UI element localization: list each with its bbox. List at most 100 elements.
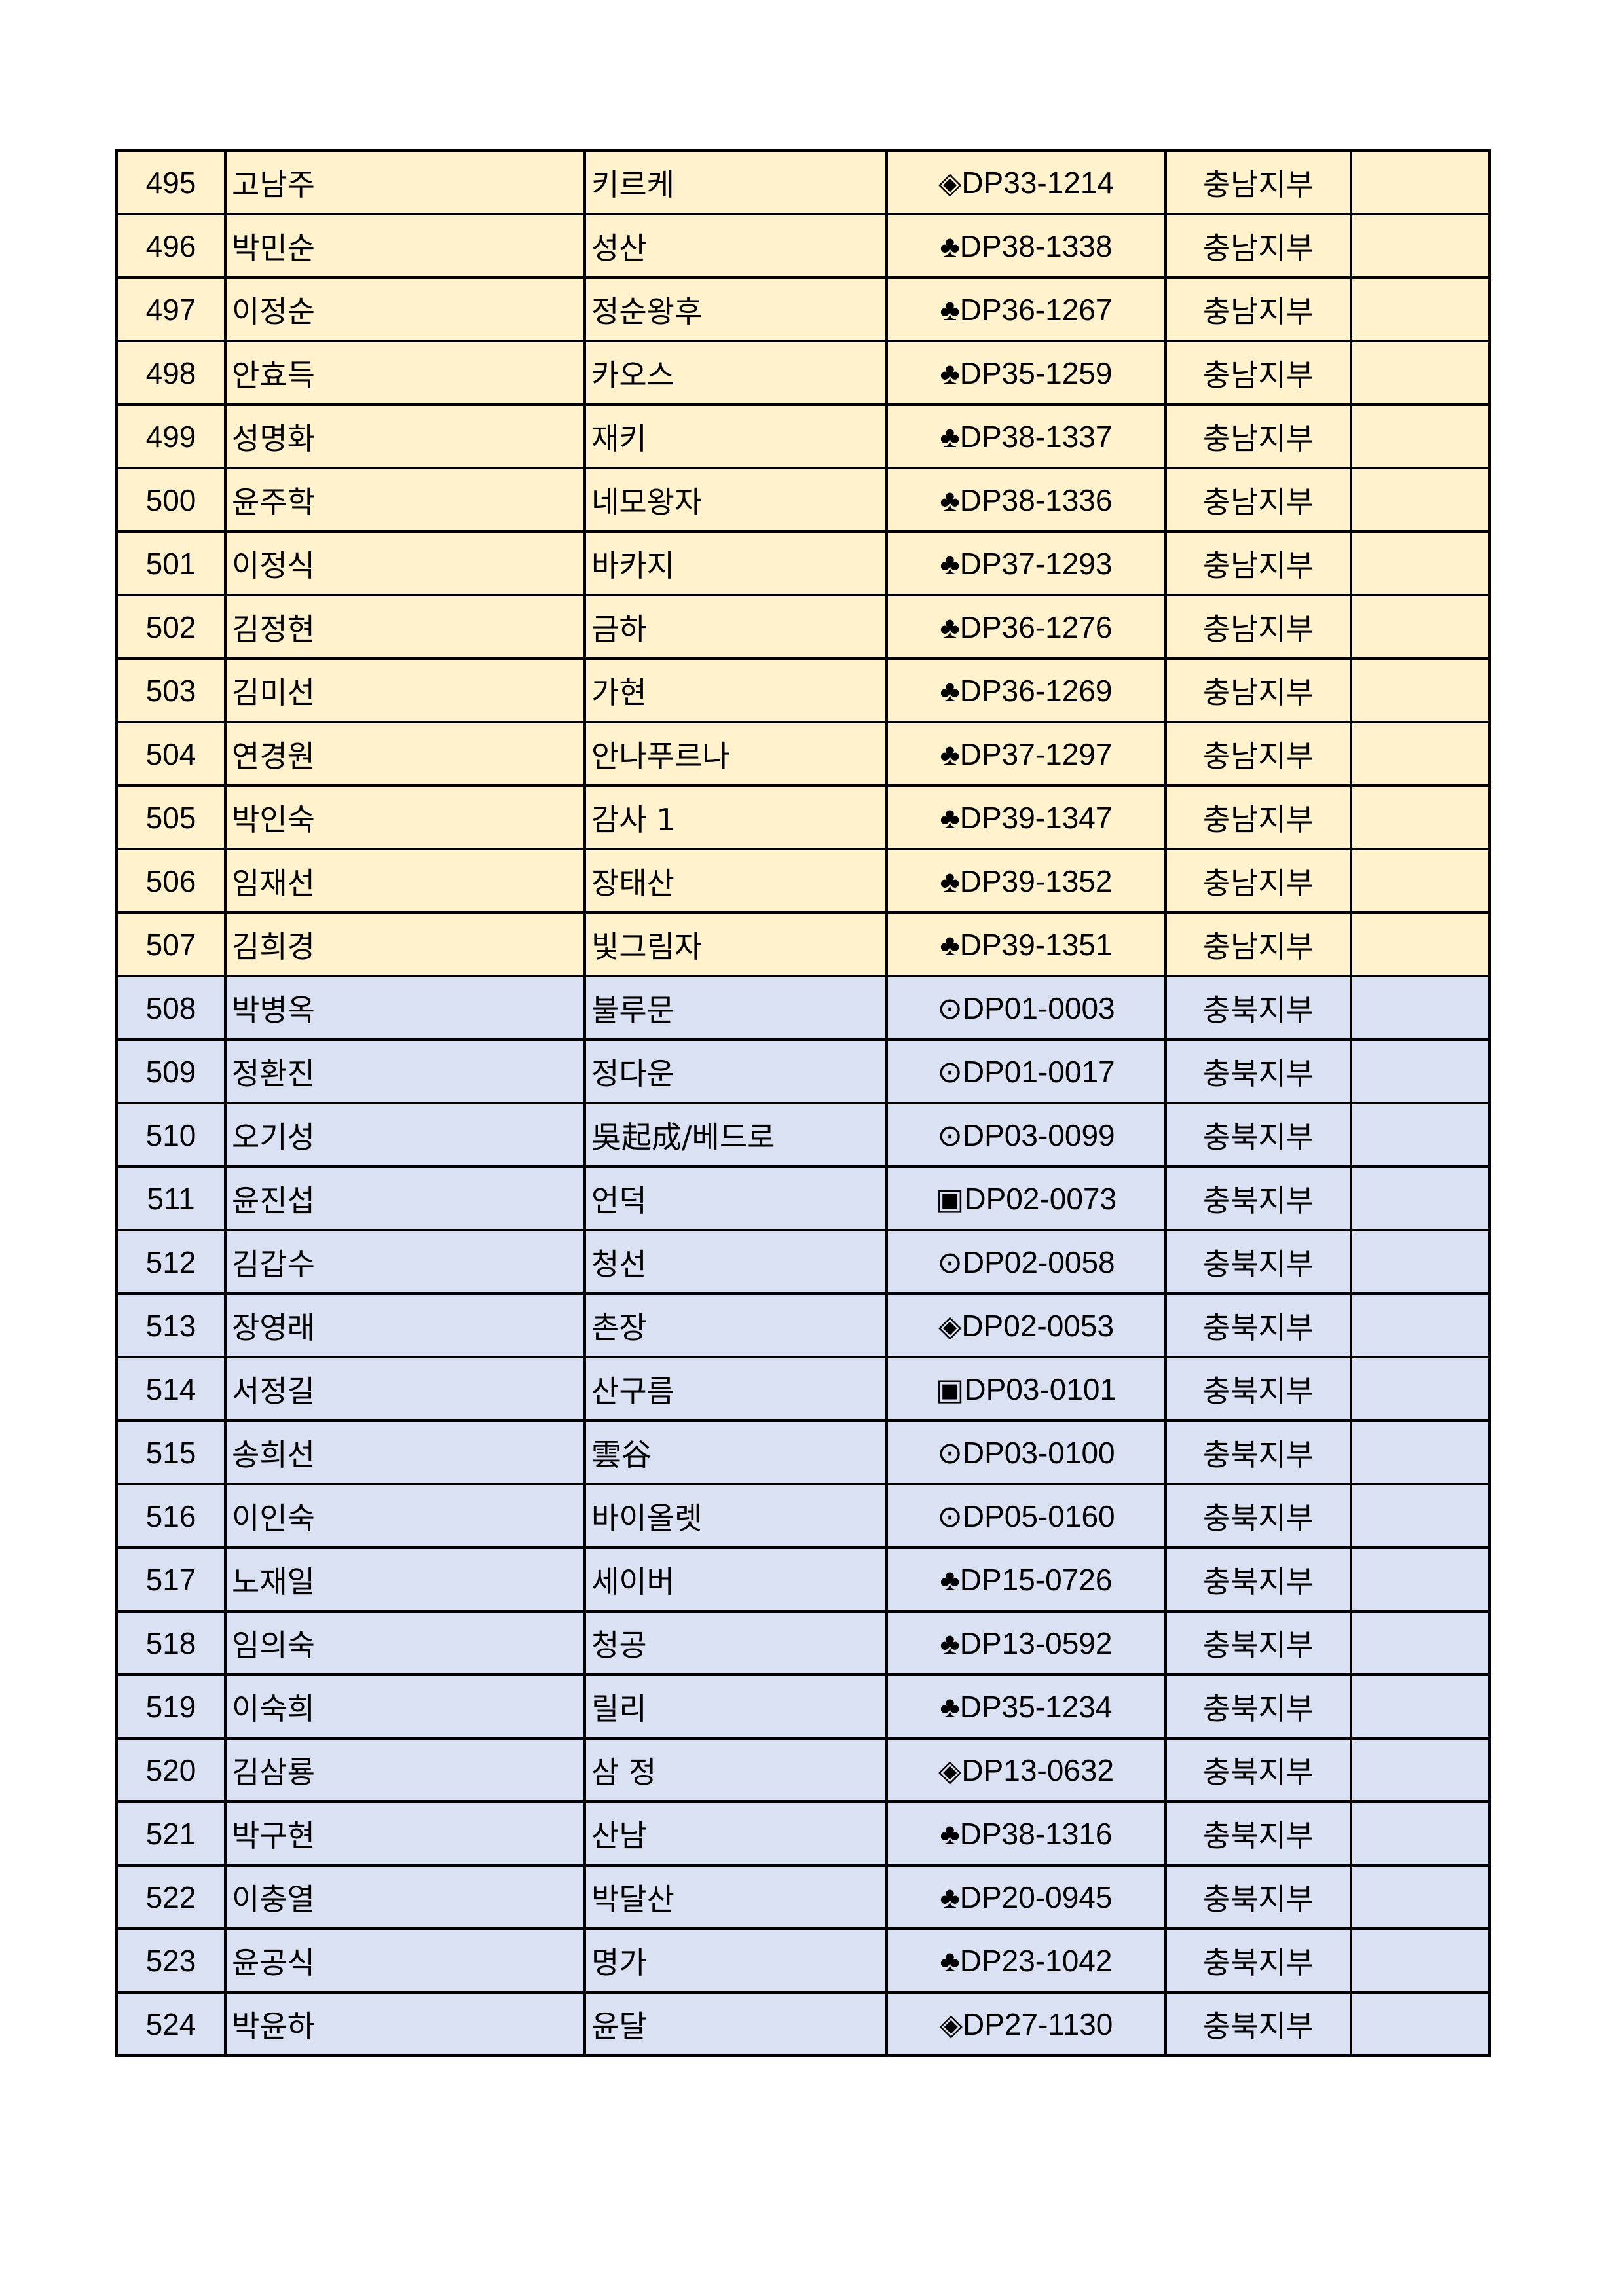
table-row: 514 서정길 산구름 ▣DP03-0101 충북지부 (115, 1356, 1491, 1422)
member-name: 임재선 (224, 848, 586, 914)
member-alias: 촌장 (583, 1292, 888, 1358)
member-alias: 릴리 (583, 1673, 888, 1740)
row-number: 496 (115, 213, 227, 279)
member-name: 박윤하 (224, 1991, 586, 2057)
member-code: ♣DP38-1316 (885, 1800, 1167, 1867)
branch-name: 충북지부 (1164, 1800, 1352, 1867)
branch-name: 충북지부 (1164, 1737, 1352, 1803)
row-number: 515 (115, 1419, 227, 1485)
note-cell (1350, 403, 1491, 469)
row-number: 518 (115, 1610, 227, 1676)
member-name: 성명화 (224, 403, 586, 469)
note-cell (1350, 1737, 1491, 1803)
member-code: ◈DP27-1130 (885, 1991, 1167, 2057)
member-name: 윤주학 (224, 467, 586, 533)
note-cell (1350, 1991, 1491, 2057)
row-number: 522 (115, 1864, 227, 1930)
member-code: ♣DP36-1269 (885, 657, 1167, 723)
member-name: 노재일 (224, 1546, 586, 1613)
note-cell (1350, 276, 1491, 342)
table-row: 501 이정식 바카지 ♣DP37-1293 충남지부 (115, 530, 1491, 596)
branch-name: 충북지부 (1164, 1483, 1352, 1549)
branch-name: 충남지부 (1164, 403, 1352, 469)
table-row: 521 박구현 산남 ♣DP38-1316 충북지부 (115, 1800, 1491, 1867)
member-code: ⊙DP01-0017 (885, 1038, 1167, 1104)
member-alias: 장태산 (583, 848, 888, 914)
note-cell (1350, 1102, 1491, 1168)
member-code: ♣DP37-1293 (885, 530, 1167, 596)
table-row: 500 윤주학 네모왕자 ♣DP38-1336 충남지부 (115, 467, 1491, 533)
row-number: 503 (115, 657, 227, 723)
table-row: 508 박병옥 불루문 ⊙DP01-0003 충북지부 (115, 975, 1491, 1041)
member-code: ⊙DP05-0160 (885, 1483, 1167, 1549)
member-alias: 산남 (583, 1800, 888, 1867)
member-name: 정환진 (224, 1038, 586, 1104)
member-alias: 빛그림자 (583, 911, 888, 977)
branch-name: 충북지부 (1164, 1864, 1352, 1930)
member-name: 임의숙 (224, 1610, 586, 1676)
table-row: 496 박민순 성산 ♣DP38-1338 충남지부 (115, 213, 1491, 279)
note-cell (1350, 1800, 1491, 1867)
note-cell (1350, 594, 1491, 660)
note-cell (1350, 1419, 1491, 1485)
member-code: ♣DP13-0592 (885, 1610, 1167, 1676)
member-name: 박민순 (224, 213, 586, 279)
member-alias: 雲谷 (583, 1419, 888, 1485)
branch-name: 충북지부 (1164, 1927, 1352, 1994)
table-row: 520 김삼룡 삼 정 ◈DP13-0632 충북지부 (115, 1737, 1491, 1803)
member-name: 김희경 (224, 911, 586, 977)
member-alias: 윤달 (583, 1991, 888, 2057)
note-cell (1350, 1673, 1491, 1740)
table-row: 517 노재일 세이버 ♣DP15-0726 충북지부 (115, 1546, 1491, 1613)
table-row: 523 윤공식 명가 ♣DP23-1042 충북지부 (115, 1927, 1491, 1994)
branch-name: 충북지부 (1164, 975, 1352, 1041)
member-alias: 청선 (583, 1229, 888, 1295)
table-row: 497 이정순 정순왕후 ♣DP36-1267 충남지부 (115, 276, 1491, 342)
member-code: ♣DP23-1042 (885, 1927, 1167, 1994)
branch-name: 충북지부 (1164, 1991, 1352, 2057)
member-name: 안효득 (224, 340, 586, 406)
member-name: 장영래 (224, 1292, 586, 1358)
note-cell (1350, 1864, 1491, 1930)
note-cell (1350, 1927, 1491, 1994)
row-number: 506 (115, 848, 227, 914)
row-number: 495 (115, 149, 227, 215)
branch-name: 충남지부 (1164, 276, 1352, 342)
table-row: 499 성명화 재키 ♣DP38-1337 충남지부 (115, 403, 1491, 469)
member-alias: 삼 정 (583, 1737, 888, 1803)
branch-name: 충남지부 (1164, 848, 1352, 914)
table-row: 503 김미선 가현 ♣DP36-1269 충남지부 (115, 657, 1491, 723)
table-row: 502 김정현 금하 ♣DP36-1276 충남지부 (115, 594, 1491, 660)
note-cell (1350, 1292, 1491, 1358)
row-number: 524 (115, 1991, 227, 2057)
note-cell (1350, 340, 1491, 406)
row-number: 499 (115, 403, 227, 469)
table-row: 513 장영래 촌장 ◈DP02-0053 충북지부 (115, 1292, 1491, 1358)
member-alias: 재키 (583, 403, 888, 469)
member-name: 이충열 (224, 1864, 586, 1930)
member-alias: 불루문 (583, 975, 888, 1041)
member-alias: 키르케 (583, 149, 888, 215)
member-alias: 산구름 (583, 1356, 888, 1422)
member-code: ♣DP39-1352 (885, 848, 1167, 914)
table-row: 498 안효득 카오스 ♣DP35-1259 충남지부 (115, 340, 1491, 406)
member-code: ◈DP02-0053 (885, 1292, 1167, 1358)
member-code: ♣DP38-1336 (885, 467, 1167, 533)
branch-name: 충북지부 (1164, 1673, 1352, 1740)
member-code: ▣DP02-0073 (885, 1165, 1167, 1231)
branch-name: 충남지부 (1164, 340, 1352, 406)
member-code: ♣DP39-1351 (885, 911, 1167, 977)
member-name: 고남주 (224, 149, 586, 215)
member-alias: 바이올렛 (583, 1483, 888, 1549)
member-alias: 바카지 (583, 530, 888, 596)
branch-name: 충남지부 (1164, 213, 1352, 279)
member-code: ♣DP20-0945 (885, 1864, 1167, 1930)
member-alias: 정순왕후 (583, 276, 888, 342)
branch-name: 충남지부 (1164, 594, 1352, 660)
member-name: 김삼룡 (224, 1737, 586, 1803)
member-name: 김갑수 (224, 1229, 586, 1295)
note-cell (1350, 530, 1491, 596)
row-number: 516 (115, 1483, 227, 1549)
note-cell (1350, 784, 1491, 850)
row-number: 512 (115, 1229, 227, 1295)
